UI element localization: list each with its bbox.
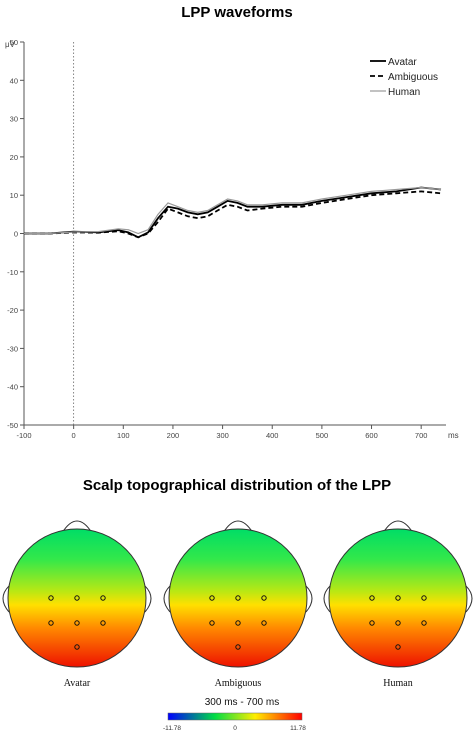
legend-label-avatar: Avatar [388, 57, 417, 68]
left-ear-outline [163, 585, 171, 613]
series-line-avatar [24, 186, 442, 239]
electrode-marker [209, 595, 215, 601]
head-outline [328, 528, 468, 668]
topography-title: Scalp topographical distribution of the … [82, 477, 392, 494]
colorbar-min-label: -11.78 [163, 725, 181, 732]
x-tick-label: 200 [167, 431, 180, 440]
scalp-map-label: Human [383, 678, 412, 689]
colorbar-mid-label: 0 [233, 725, 237, 732]
electrode-marker [421, 595, 427, 601]
x-tick-label: -100 [16, 431, 31, 440]
x-tick-label: 700 [415, 431, 428, 440]
electrode-marker [261, 595, 267, 601]
scalp-map-label: Avatar [64, 678, 91, 689]
x-axis-label: ms [448, 431, 459, 440]
electrode-marker [48, 595, 54, 601]
y-tick-label: -10 [7, 268, 18, 277]
scalp-map-avatar: Avatar [2, 520, 152, 689]
scalp-map-human: Human [323, 520, 473, 689]
electrode-marker [48, 620, 54, 626]
right-ear-outline [305, 585, 313, 613]
series-line-human [24, 186, 442, 235]
electrode-marker [395, 644, 401, 650]
electrode-marker [235, 595, 241, 601]
time-window-label: 300 ms - 700 ms [205, 697, 279, 708]
y-tick-label: 50 [10, 38, 18, 47]
scalp-map-label: Ambiguous [215, 678, 262, 689]
electrode-marker [421, 620, 427, 626]
x-tick-label: 400 [266, 431, 279, 440]
y-tick-label: 30 [10, 115, 18, 124]
right-ear-outline [465, 585, 473, 613]
x-tick-label: 500 [316, 431, 329, 440]
electrode-marker [74, 620, 80, 626]
waveform-chart-title: LPP waveforms [181, 4, 293, 21]
electrode-marker [395, 595, 401, 601]
colorbar-max-label: 11.78 [290, 725, 306, 732]
right-ear-outline [144, 585, 152, 613]
y-tick-label: -40 [7, 383, 18, 392]
left-ear-outline [323, 585, 331, 613]
x-tick-label: 300 [216, 431, 229, 440]
legend-label-human: Human [388, 87, 420, 98]
y-tick-label: 10 [10, 191, 18, 200]
colorbar-gradient [167, 712, 303, 721]
series-line-ambiguous [24, 190, 442, 239]
topography-maps: Avatar Ambiguous Human [2, 520, 473, 689]
electrode-marker [100, 620, 106, 626]
electrode-marker [369, 595, 375, 601]
y-tick-label: -50 [7, 421, 18, 430]
head-outline [168, 528, 308, 668]
electrode-marker [100, 595, 106, 601]
electrode-marker [74, 595, 80, 601]
electrode-marker [395, 620, 401, 626]
x-tick-label: 600 [365, 431, 378, 440]
head-outline [7, 528, 147, 668]
colorbar: 300 ms - 700 ms -11.78 0 11.78 [163, 697, 306, 732]
y-tick-label: 20 [10, 153, 18, 162]
electrode-marker [74, 644, 80, 650]
y-tick-label: -30 [7, 344, 18, 353]
y-tick-label: 40 [10, 76, 18, 85]
electrode-marker [261, 620, 267, 626]
y-tick-label: -20 [7, 306, 18, 315]
electrode-marker [235, 620, 241, 626]
electrode-marker [369, 620, 375, 626]
y-axis-label: μV [5, 40, 16, 49]
legend-label-ambiguous: Ambiguous [388, 72, 438, 83]
electrode-marker [235, 644, 241, 650]
x-tick-label: 100 [117, 431, 130, 440]
y-tick-label: 0 [14, 230, 18, 239]
left-ear-outline [2, 585, 10, 613]
x-tick-label: 0 [72, 431, 76, 440]
electrode-marker [209, 620, 215, 626]
scalp-map-ambiguous: Ambiguous [163, 520, 313, 689]
